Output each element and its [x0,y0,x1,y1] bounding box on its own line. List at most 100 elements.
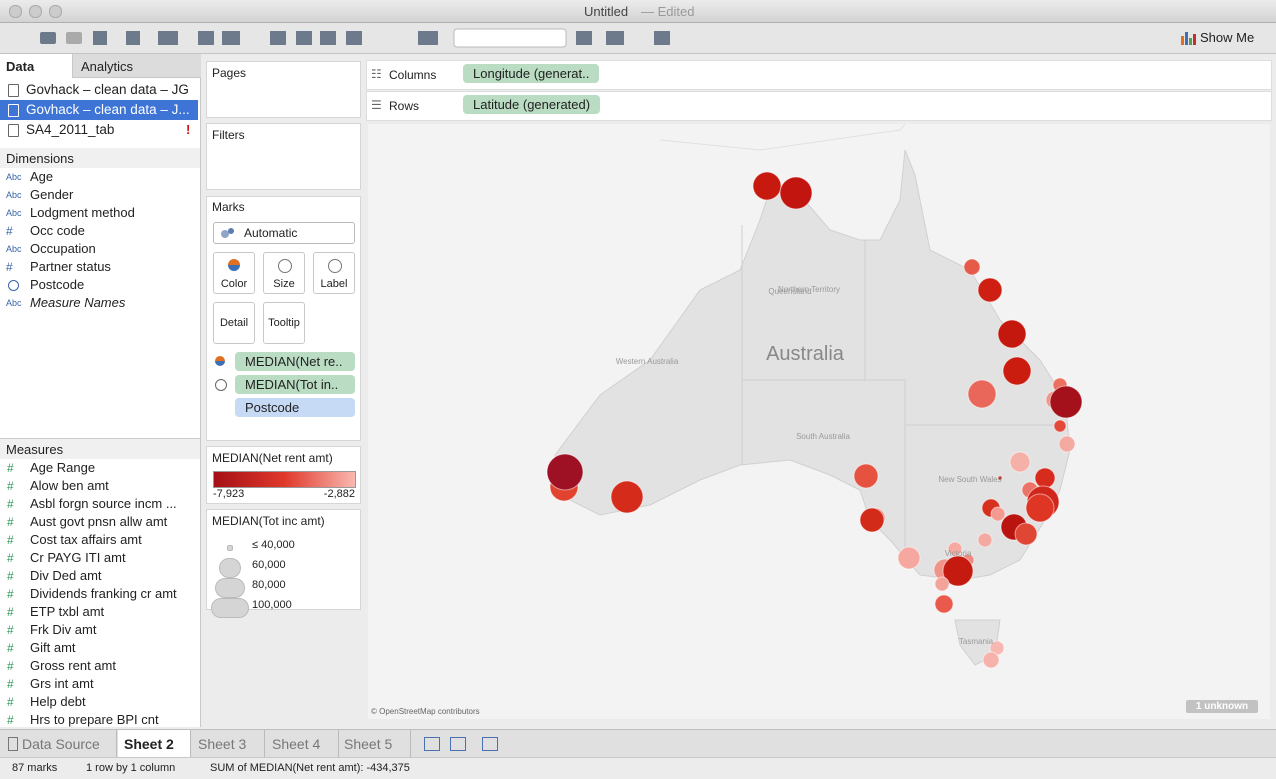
dimensions-list: Abc Age Abc Gender Abc Lodgment method # Occ co… [0,168,200,438]
data-tab[interactable]: Data [0,54,72,78]
dimension-field[interactable]: Abc Lodgment method [0,204,198,222]
presentation-icon[interactable] [654,31,670,45]
marks-pill[interactable]: MEDIAN(Net re.. [235,352,355,371]
save-icon[interactable] [93,31,107,45]
measure-field[interactable]: # Div Ded amt [0,567,198,585]
new-sheet-icon[interactable] [158,31,178,45]
tab-label: Sheet 2 [124,736,174,752]
field-type-icon: # [7,587,14,601]
measure-field[interactable]: # Gross rent amt [0,657,198,675]
field-name: Help debt [30,694,86,709]
field-name: Partner status [30,259,111,274]
toolbar: Show Me [0,23,1276,54]
forward-icon[interactable] [66,32,82,44]
legend-title: MEDIAN(Net rent amt) [212,451,333,465]
show-me-button[interactable]: Show Me [1200,30,1255,45]
datasource-item[interactable]: Govhack – clean data – J... [0,100,198,120]
map-label: Northern Territory [778,285,840,294]
dimension-field[interactable]: # Partner status [0,258,198,276]
marks-button[interactable]: Tooltip [263,302,305,344]
dimension-field[interactable]: Abc Age [0,168,198,186]
measure-field[interactable]: # Gift amt [0,639,198,657]
sort-desc-icon[interactable] [320,31,336,45]
new-sheet-button[interactable] [482,737,498,751]
fix-axes-icon[interactable] [576,31,592,45]
tab-label: Sheet 5 [344,736,393,752]
zoom-button[interactable] [49,5,62,18]
field-type-icon: Abc [6,172,22,182]
legend-max: -2,882 [323,488,355,500]
dimension-field[interactable]: Postcode [0,276,198,294]
swap-icon[interactable] [270,31,286,45]
measure-field[interactable]: # Aust govt pnsn allw amt [0,513,198,531]
field-type-icon: # [7,695,14,709]
unknown-indicator[interactable]: 1 unknown [1186,700,1258,713]
datasource-icon [8,124,19,137]
back-icon[interactable] [40,32,56,44]
group-icon[interactable] [346,31,362,45]
field-type-icon: # [7,515,14,529]
sheet-tab[interactable]: Sheet 2 [118,730,191,757]
measure-field[interactable]: # Asbl forgn source incm ... [0,495,198,513]
highlight-icon[interactable] [606,31,624,45]
measure-field[interactable]: # Alow ben amt [0,477,198,495]
duplicate-icon[interactable] [198,31,214,45]
fit-icon[interactable] [418,31,438,45]
measure-field[interactable]: # Cr PAYG ITI amt [0,549,198,567]
measure-field[interactable]: # Age Range [0,459,198,477]
map-marks [546,171,1083,669]
status-text: 87 marks [12,762,58,774]
field-name: Measure Names [30,295,126,310]
datasource-item[interactable]: Govhack – clean data – JG [0,80,198,100]
marks-button[interactable]: Label [313,252,355,294]
close-button[interactable] [9,5,22,18]
datasource-item[interactable]: SA4_2011_tab [0,120,198,140]
measure-field[interactable]: # ETP txbl amt [0,603,198,621]
marks-button[interactable]: Size [263,252,305,294]
measure-field[interactable]: # Hrs to prepare BPI cnt [0,711,198,727]
clear-icon[interactable] [222,31,240,45]
analytics-tab[interactable]: Analytics [72,54,201,78]
sheet-tab[interactable]: Sheet 4 [266,730,339,757]
measure-field[interactable]: # Help debt [0,693,198,711]
map-attribution: © OpenStreetMap contributors [371,707,480,716]
new-sheet-button[interactable] [424,737,440,751]
sort-asc-icon[interactable] [296,31,312,45]
marks-button[interactable]: Color [213,252,255,294]
measure-field[interactable]: # Frk Div amt [0,621,198,639]
measure-field[interactable]: # Grs int amt [0,675,198,693]
field-type-icon: # [7,713,14,727]
minimize-button[interactable] [29,5,42,18]
field-name: Gender [30,187,74,202]
dimension-field[interactable]: # Occ code [0,222,198,240]
title-bar: Untitled — Edited [0,0,1276,23]
color-legend: MEDIAN(Net rent amt) -7,923 -2,882 [206,446,361,504]
sheet-tab[interactable]: Data Source [0,730,117,757]
marks-button[interactable]: Detail [213,302,255,344]
tab-label: Sheet 3 [198,736,247,752]
dimension-field[interactable]: Abc Gender [0,186,198,204]
dimension-field[interactable]: Abc Measure Names [0,294,198,312]
mark-type-dropdown[interactable]: Automatic [213,222,355,244]
sheet-tab[interactable]: Sheet 3 [192,730,265,757]
marks-pill[interactable]: Postcode [235,398,355,417]
legend-title: MEDIAN(Tot inc amt) [212,514,325,528]
field-type-icon: Abc [6,244,22,254]
measure-field[interactable]: # Cost tax affairs amt [0,531,198,549]
marks-pill[interactable]: MEDIAN(Tot in.. [235,375,355,394]
columns-pill[interactable]: Longitude (generat.. [463,64,600,83]
dimension-field[interactable]: Abc Occupation [0,240,198,258]
legend-min: -7,923 [213,488,245,500]
rows-pill[interactable]: Latitude (generated) [463,95,601,114]
button-label: Tooltip [268,317,300,329]
field-name: Cost tax affairs amt [30,532,142,547]
measure-field[interactable]: # Dividends franking cr amt [0,585,198,603]
tab-label: Sheet 4 [272,736,321,752]
new-datasource-icon[interactable] [126,31,140,45]
map-label: Western Australia [616,357,679,366]
field-type-icon: Abc [6,298,22,308]
sheet-tab[interactable]: Sheet 5 [338,730,411,757]
fit-dropdown[interactable] [453,28,567,48]
field-type-icon: # [7,623,14,637]
new-sheet-button[interactable] [450,737,466,751]
